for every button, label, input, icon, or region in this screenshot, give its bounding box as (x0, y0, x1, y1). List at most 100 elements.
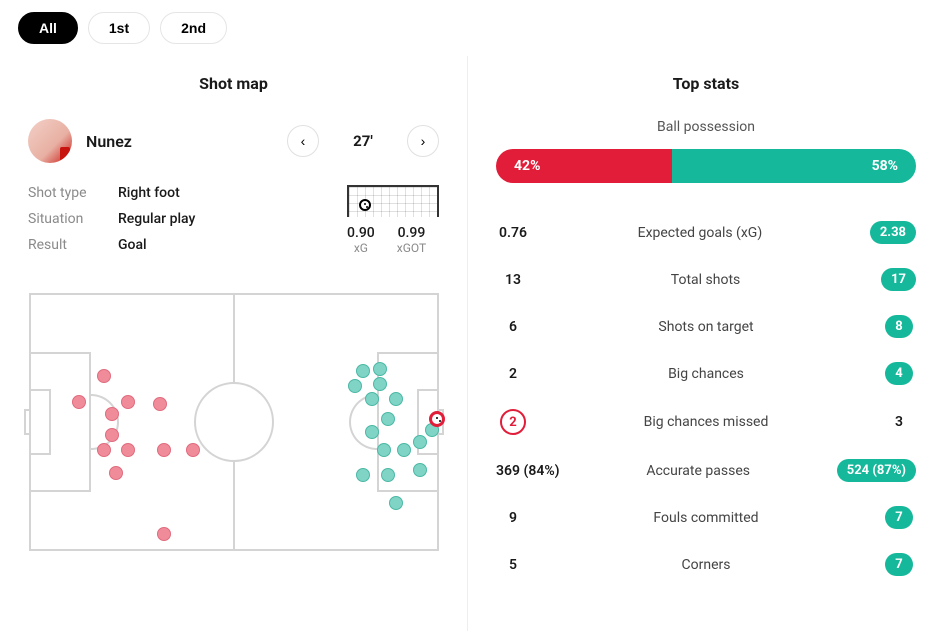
stat-home-wrap: 5 (496, 557, 530, 573)
top-stats-panel: Top stats Ball possession 42% 58% 0.76Ex… (468, 56, 944, 631)
stat-home: 2 (500, 409, 526, 435)
shot-marker[interactable] (105, 407, 119, 421)
stat-away: 8 (885, 315, 912, 338)
stat-home-wrap: 369 (84%) (496, 463, 560, 479)
pitch-map[interactable] (29, 293, 439, 551)
player-avatar (28, 119, 72, 163)
stat-row: 369 (84%)Accurate passes524 (87%) (496, 447, 916, 494)
shot-marker[interactable] (373, 362, 387, 376)
shot-marker[interactable] (356, 468, 370, 482)
stat-home: 9 (509, 510, 517, 526)
shot-marker[interactable] (348, 379, 362, 393)
stat-away-wrap: 524 (87%) (837, 459, 916, 482)
shot-marker[interactable] (413, 435, 427, 449)
stat-away-wrap: 7 (882, 553, 916, 576)
stat-away-wrap: 2.38 (870, 221, 916, 244)
stat-away: 7 (885, 553, 912, 576)
situation-value: Regular play (118, 211, 195, 227)
tab-second[interactable]: 2nd (160, 12, 227, 44)
xgot-value: 0.99 (397, 225, 426, 241)
tab-first[interactable]: 1st (88, 12, 150, 44)
stat-home-wrap: 6 (496, 319, 530, 335)
shot-marker[interactable] (381, 412, 395, 426)
stat-label: Big chances missed (530, 414, 882, 430)
stat-label: Big chances (530, 366, 882, 382)
stat-home: 13 (505, 272, 521, 288)
shot-marker[interactable] (97, 443, 111, 457)
goal-graphic: 0.90 xG 0.99 xGOT (347, 185, 439, 255)
shot-marker[interactable] (413, 463, 427, 477)
shot-marker[interactable] (105, 428, 119, 442)
stat-label: Shots on target (530, 319, 882, 335)
stat-away-wrap: 3 (882, 414, 916, 430)
shot-marker[interactable] (121, 443, 135, 457)
possession-label: Ball possession (496, 119, 916, 135)
stat-row: 6 Shots on target8 (496, 303, 916, 350)
shot-marker[interactable] (365, 425, 379, 439)
stat-label: Expected goals (xG) (530, 225, 870, 241)
shot-marker[interactable] (365, 392, 379, 406)
stat-home: 5 (509, 557, 517, 573)
stat-home: 6 (509, 319, 517, 335)
stat-label: Fouls committed (530, 510, 882, 526)
stat-row: 2Big chances missed 3 (496, 397, 916, 447)
possession-bar: 42% 58% (496, 149, 916, 183)
stat-home: 0.76 (499, 225, 527, 241)
mini-goal-icon (347, 185, 439, 217)
result-label: Result (28, 237, 118, 253)
pitch-goal-left (24, 409, 29, 435)
prev-shot-button[interactable]: ‹ (287, 125, 319, 157)
stat-away: 17 (881, 268, 916, 291)
stat-row: 5Corners7 (496, 541, 916, 588)
stat-home: 2 (509, 366, 517, 382)
tab-all[interactable]: All (18, 12, 78, 44)
stat-away: 2.38 (870, 221, 916, 244)
stat-home: 369 (84%) (496, 463, 560, 479)
next-shot-button[interactable]: › (407, 125, 439, 157)
shot-details: Shot type Right foot Situation Regular p… (28, 185, 195, 263)
stats-list: 0.76Expected goals (xG)2.3813Total shots… (496, 209, 916, 588)
shot-marker[interactable] (356, 364, 370, 378)
top-stats-title: Top stats (496, 74, 916, 93)
stat-row: 9 Fouls committed7 (496, 494, 916, 541)
stat-row: 0.76Expected goals (xG)2.38 (496, 209, 916, 256)
xg-label: xG (347, 241, 375, 255)
ball-icon (359, 199, 371, 211)
shot-marker[interactable] (397, 443, 411, 457)
shot-marker[interactable] (153, 397, 167, 411)
shot-marker-selected[interactable] (429, 411, 445, 427)
shot-marker[interactable] (157, 527, 171, 541)
shot-marker[interactable] (389, 496, 403, 510)
shot-marker[interactable] (186, 443, 200, 457)
stat-away: 3 (895, 414, 903, 430)
shot-player-row: Nunez ‹ 27' › (28, 119, 439, 163)
shot-minute: 27' (333, 132, 393, 150)
pitch-arc-left (91, 394, 119, 450)
stat-home-wrap: 2 (496, 366, 530, 382)
stat-home-wrap: 9 (496, 510, 530, 526)
stat-away-wrap: 17 (881, 268, 916, 291)
period-tabs: All 1st 2nd (0, 0, 944, 56)
shot-marker[interactable] (373, 377, 387, 391)
pitch-box6-left (29, 389, 51, 455)
shot-map-title: Shot map (28, 74, 439, 93)
shot-marker[interactable] (121, 395, 135, 409)
stat-away-wrap: 7 (882, 506, 916, 529)
shot-map-panel: Shot map Nunez ‹ 27' › Shot type Right f… (0, 56, 468, 631)
shot-marker[interactable] (381, 468, 395, 482)
shot-marker[interactable] (377, 443, 391, 457)
stat-row: 2Big chances4 (496, 350, 916, 397)
possession-home: 42% (496, 149, 672, 183)
stat-row: 13Total shots17 (496, 256, 916, 303)
shot-marker[interactable] (109, 466, 123, 480)
chevron-right-icon: › (421, 133, 426, 149)
shot-marker[interactable] (389, 392, 403, 406)
shot-marker[interactable] (97, 369, 111, 383)
player-name: Nunez (86, 132, 273, 151)
shot-marker[interactable] (157, 443, 171, 457)
stat-away-wrap: 8 (882, 315, 916, 338)
pitch-center-circle (194, 382, 274, 462)
shot-marker[interactable] (72, 395, 86, 409)
shot-type-value: Right foot (118, 185, 180, 201)
possession-away: 58% (672, 149, 916, 183)
